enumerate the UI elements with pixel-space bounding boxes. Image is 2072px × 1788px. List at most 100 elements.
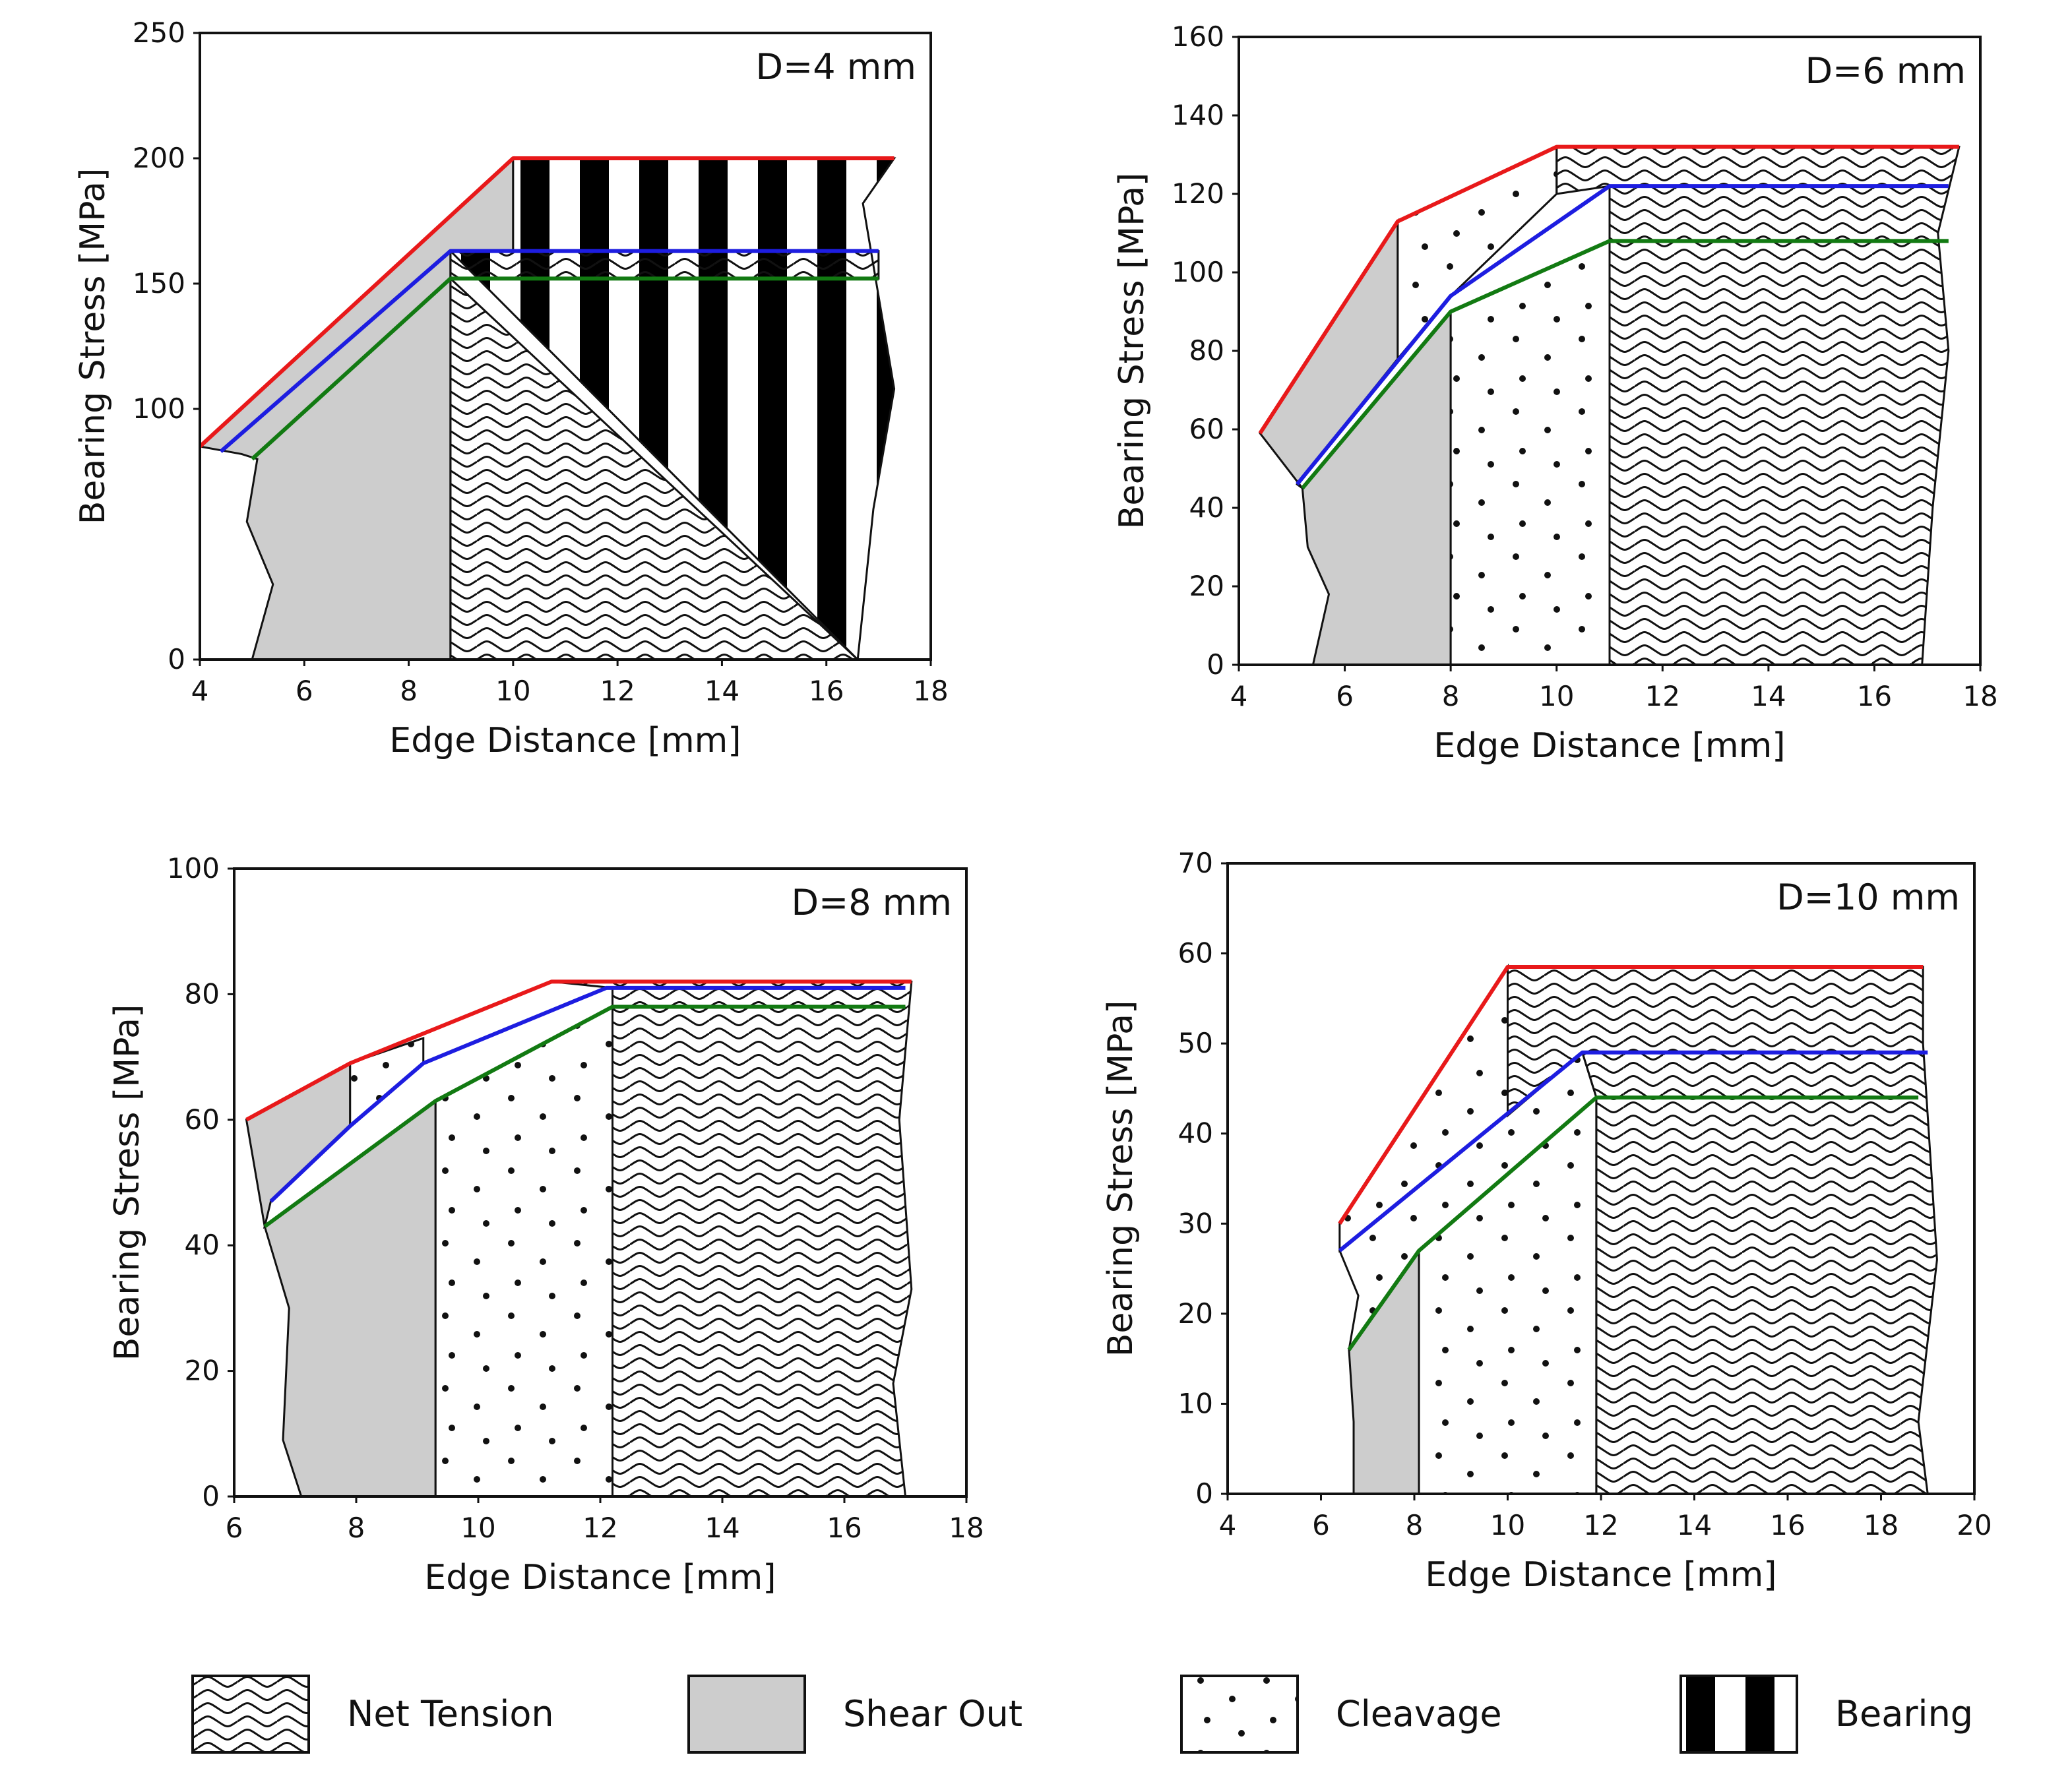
y-tick-label: 60 [1178, 937, 1213, 970]
x-tick-label: 12 [600, 675, 635, 707]
x-axis-title: Edge Distance [mm] [389, 721, 741, 760]
y-tick-label: 0 [168, 643, 185, 675]
y-axis-title: Bearing Stress [MPa] [1112, 173, 1152, 530]
x-tick-label: 12 [582, 1512, 617, 1544]
series-red-line [245, 979, 912, 1122]
x-tick-label: 18 [1962, 680, 1997, 712]
y-tick-label: 100 [167, 852, 220, 884]
x-tick-label: 18 [949, 1512, 984, 1544]
x-axis-title: Edge Distance [mm] [1425, 1555, 1776, 1595]
series-green-line [1301, 239, 1949, 490]
plot-area [245, 979, 913, 1496]
y-tick-label: 200 [133, 142, 185, 174]
x-tick-label: 14 [705, 675, 739, 707]
x-tick-label: 16 [809, 675, 844, 707]
x-tick-label: 6 [296, 675, 313, 707]
plot-area [1338, 964, 1938, 1494]
y-tick-label: 40 [1178, 1117, 1213, 1150]
y-tick-label: 40 [1189, 491, 1224, 524]
panel-d10: 4 6 8 10 12 14 16 18 20 0 10 20 30 40 50 60 70 D=10 mm Edg… [1101, 847, 1992, 1595]
panel-title: D=6 mm [1805, 50, 1966, 92]
region-shear-0 [245, 1061, 437, 1496]
legend-label-tension: Net Tension [347, 1693, 554, 1735]
x-tick-label: 18 [913, 675, 948, 707]
x-tick-label: 14 [705, 1512, 739, 1544]
region-tension-3 [449, 276, 860, 660]
region-tension-3 [1555, 146, 1961, 665]
panel-d4: 4 6 8 10 12 14 16 18 0 100 150 200 250 D=4 mm Edge Dis… [73, 16, 949, 760]
legend-swatch-cleavage [1180, 1675, 1299, 1754]
y-tick-label: 80 [1189, 334, 1224, 367]
x-tick-label: 8 [400, 675, 418, 707]
series-blue-line [1338, 1050, 1928, 1252]
y-tick-label: 10 [1178, 1387, 1213, 1419]
region-tension-3 [551, 980, 913, 1496]
series-green-line [263, 1004, 906, 1229]
y-tick-label: 160 [1172, 20, 1224, 53]
y-tick-label: 150 [133, 267, 185, 299]
y-tick-label: 40 [185, 1229, 220, 1261]
y-tick-label: 250 [133, 16, 185, 49]
y-tick-label: 0 [1207, 648, 1224, 681]
y-tick-label: 20 [1178, 1297, 1213, 1330]
x-tick-label: 10 [460, 1512, 495, 1544]
series-green-line [1347, 1095, 1919, 1351]
y-tick-label: 100 [1172, 256, 1224, 288]
series-blue-line [269, 985, 906, 1203]
region-tension-2 [449, 250, 880, 280]
series-green-line [251, 276, 879, 461]
x-tick-label: 20 [1957, 1509, 1992, 1541]
y-axis-title: Bearing Stress [MPa] [1101, 1001, 1141, 1357]
y-tick-label: 120 [1172, 177, 1224, 210]
series-blue-line [219, 249, 879, 453]
legend: Net Tension Shear Out Cleavage Bearing [191, 1675, 1973, 1754]
legend-swatch-shear [687, 1675, 806, 1754]
x-tick-label: 4 [1219, 1509, 1237, 1541]
x-tick-label: 6 [1336, 680, 1354, 712]
y-tick-label: 140 [1172, 99, 1224, 131]
y-tick-label: 30 [1178, 1207, 1213, 1239]
series-red-line [200, 156, 895, 448]
x-tick-label: 12 [1645, 680, 1680, 712]
y-axis-title: Bearing Stress [MPa] [73, 168, 113, 525]
y-tick-label: 80 [185, 977, 220, 1010]
legend-label-bearing: Bearing [1835, 1693, 1973, 1735]
y-tick-label: 0 [202, 1480, 220, 1512]
x-tick-label: 6 [1312, 1509, 1330, 1541]
series-blue-line [1295, 184, 1949, 486]
y-axis-title: Bearing Stress [MPa] [108, 1004, 147, 1361]
y-tick-label: 70 [1178, 847, 1213, 879]
y-tick-label: 60 [185, 1103, 220, 1136]
region-cleavage-1 [349, 1036, 425, 1128]
x-tick-label: 8 [1442, 680, 1460, 712]
plot-area [200, 156, 896, 660]
x-tick-label: 8 [348, 1512, 365, 1544]
panel-title: D=4 mm [755, 46, 916, 88]
region-cleavage-2 [1449, 239, 1611, 665]
x-tick-label: 16 [1770, 1509, 1805, 1541]
plot-area [1258, 144, 1961, 665]
panel-d8: 6 8 10 12 14 16 18 0 20 40 60 80 100 D=8 mm Edge Dista… [108, 852, 984, 1597]
x-tick-label: 14 [1677, 1509, 1712, 1541]
x-axis-title: Edge Distance [mm] [424, 1558, 776, 1597]
panel-d6: 4 6 8 10 12 14 16 18 0 20 40 60 80 100 120 140 160 D=6 mm… [1112, 20, 1998, 766]
x-axis-title: Edge Distance [mm] [1433, 726, 1785, 766]
panel-title: D=8 mm [791, 882, 952, 923]
plot-frame [199, 32, 932, 661]
series-red-line [1258, 144, 1959, 435]
x-tick-label: 4 [1230, 680, 1248, 712]
legend-label-cleavage: Cleavage [1336, 1693, 1502, 1735]
legend-swatch-bearing [1680, 1675, 1798, 1754]
x-tick-label: 14 [1751, 680, 1786, 712]
x-tick-label: 16 [827, 1512, 862, 1544]
x-tick-label: 12 [1583, 1509, 1618, 1541]
x-tick-label: 10 [1490, 1509, 1525, 1541]
x-tick-label: 10 [495, 675, 530, 707]
x-tick-label: 16 [1857, 680, 1892, 712]
y-tick-label: 60 [1189, 413, 1224, 445]
y-tick-label: 0 [1195, 1477, 1213, 1510]
y-tick-label: 20 [1189, 570, 1224, 602]
y-tick-label: 20 [185, 1355, 220, 1387]
x-tick-label: 4 [191, 675, 209, 707]
